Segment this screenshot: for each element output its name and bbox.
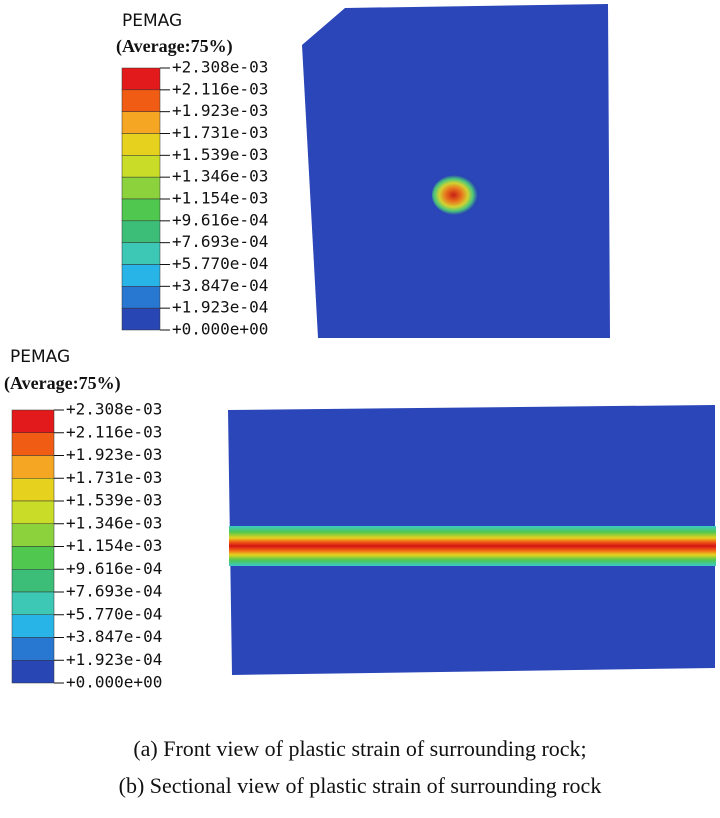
legend-swatch	[121, 67, 161, 91]
legend-label: +1.539e-03	[66, 491, 162, 510]
legend-label: +1.923e-04	[172, 298, 268, 317]
legend-swatch	[121, 111, 161, 134]
legend-swatch	[11, 455, 55, 479]
legend-swatch	[11, 478, 55, 502]
strain-band	[229, 526, 716, 566]
legend-label: +1.923e-04	[66, 650, 162, 669]
legend-subtitle: (Average:75%)	[4, 373, 121, 394]
model-front	[302, 4, 610, 338]
legend-swatch	[11, 637, 55, 661]
legend-swatch	[11, 569, 55, 593]
legend-label: +9.616e-04	[66, 559, 162, 578]
legend-swatch	[121, 220, 161, 243]
legend-swatch	[121, 89, 161, 112]
legend-label: +1.539e-03	[172, 145, 268, 164]
legend-swatch	[121, 155, 161, 178]
legend-swatch	[121, 286, 161, 309]
legend-swatch	[121, 133, 161, 156]
legend-label: +5.770e-04	[66, 604, 162, 623]
legend-label: +7.693e-04	[66, 582, 162, 601]
caption: (b) Sectional view of plastic strain of …	[119, 773, 602, 798]
legend-label: +1.154e-03	[172, 189, 268, 208]
legend-swatch	[11, 409, 55, 433]
legend-swatch	[11, 546, 55, 570]
legend-label: +3.847e-04	[66, 627, 162, 646]
legend-swatch	[121, 198, 161, 222]
legend-label: +2.308e-03	[66, 400, 162, 419]
legend-title: PEMAG	[122, 11, 182, 31]
legend-label: +1.731e-03	[172, 123, 268, 142]
legend-label: +1.346e-03	[66, 513, 162, 532]
legend-label: +7.693e-04	[172, 232, 268, 251]
legend-subtitle: (Average:75%)	[116, 36, 233, 57]
caption: (a) Front view of plastic strain of surr…	[133, 736, 586, 761]
strain-zone	[432, 175, 480, 215]
legend-swatch	[121, 307, 161, 331]
legend-label: +5.770e-04	[172, 254, 268, 273]
legend-swatch	[11, 614, 55, 638]
legend-label: +1.346e-03	[172, 167, 268, 186]
legend-swatch	[11, 500, 55, 524]
legend-swatch	[121, 242, 161, 265]
legend-label: +0.000e+00	[66, 673, 162, 692]
legend-label: +1.731e-03	[66, 468, 162, 487]
legend-label: +3.847e-04	[172, 276, 268, 295]
legend-swatch	[121, 264, 161, 287]
legend-title: PEMAG	[10, 347, 70, 367]
legend-label: +9.616e-04	[172, 210, 268, 229]
legend-swatch	[11, 523, 55, 547]
legend-label: +0.000e+00	[172, 320, 268, 339]
legend-label: +1.923e-03	[172, 101, 268, 120]
legend-swatch	[121, 176, 161, 200]
legend-swatch	[11, 660, 55, 684]
legend-label: +2.116e-03	[66, 422, 162, 441]
legend-label: +2.308e-03	[172, 58, 268, 77]
legend-swatch	[11, 432, 55, 456]
legend-swatch	[11, 591, 55, 615]
legend-label: +2.116e-03	[172, 79, 268, 98]
legend-label: +1.923e-03	[66, 445, 162, 464]
legend-label: +1.154e-03	[66, 536, 162, 555]
